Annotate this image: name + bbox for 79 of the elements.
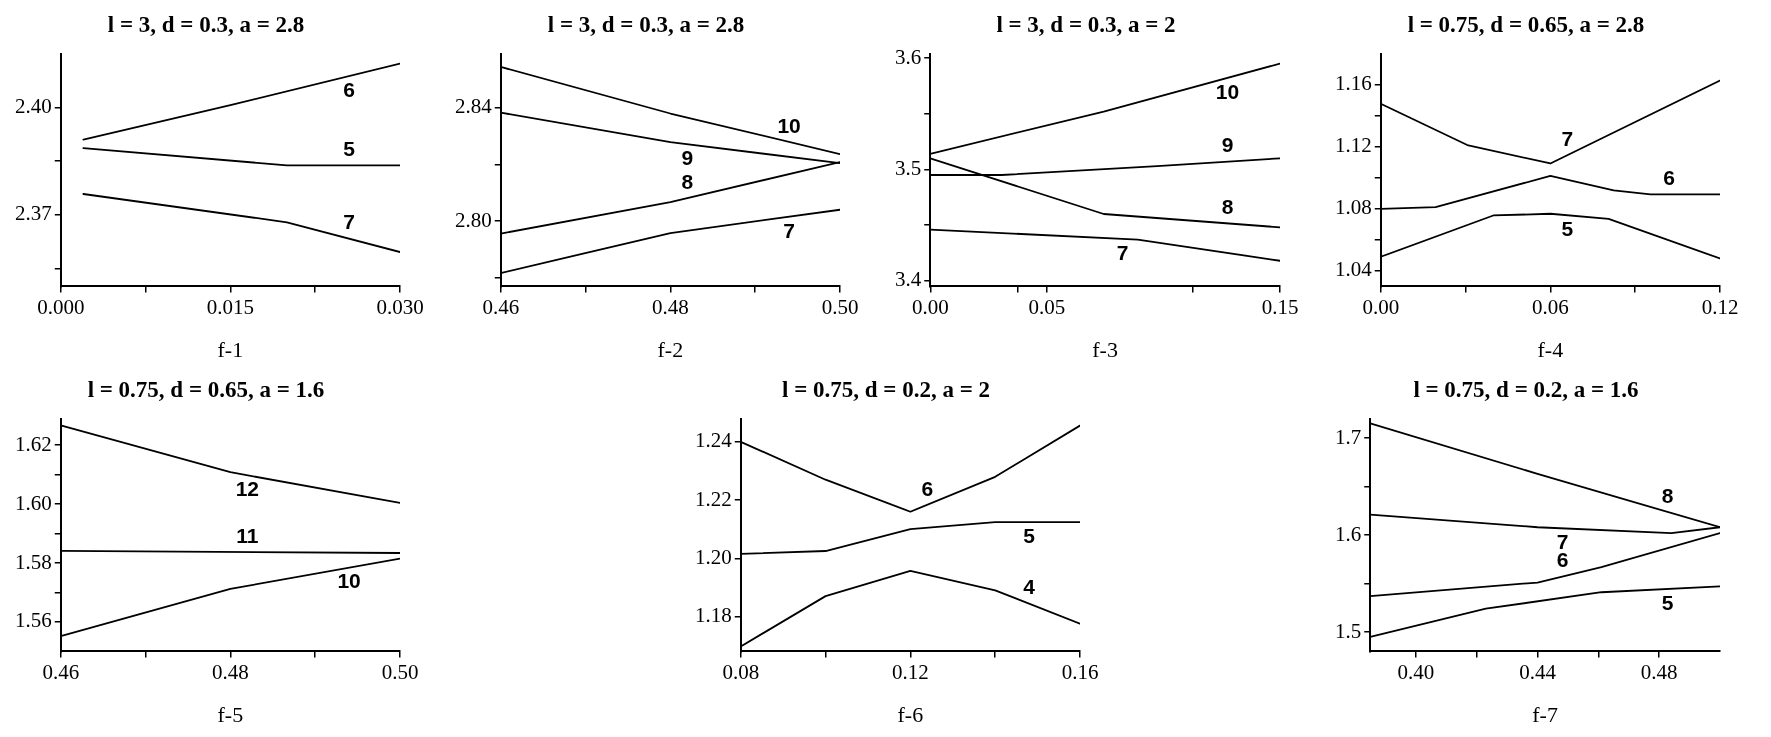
series-label: 12 xyxy=(235,477,260,501)
x-tick-label: 0.44 xyxy=(1519,659,1557,684)
y-tick-label: 2.37 xyxy=(15,201,52,226)
y-tick-label: 2.40 xyxy=(15,93,52,118)
x-tick-label: 0.00 xyxy=(1362,294,1400,319)
x-tick-label: 0.030 xyxy=(376,294,424,319)
y-tick-label: 2.84 xyxy=(455,94,493,119)
x-tick-label: 0.12 xyxy=(892,659,929,684)
y-tick-label: 1.16 xyxy=(1335,71,1372,96)
y-tick-label: 1.6 xyxy=(1335,521,1362,546)
series-label: 6 xyxy=(921,476,934,500)
x-axis-title: f-7 xyxy=(1532,701,1558,727)
series-label: 8 xyxy=(1221,195,1234,219)
y-tick-label: 1.18 xyxy=(695,603,732,627)
series-label: 5 xyxy=(1561,217,1574,241)
y-tick-label: 1.12 xyxy=(1335,133,1372,158)
chart-title: l = 3, d = 0.3, a = 2 xyxy=(996,11,1176,37)
y-tick-label: 1.62 xyxy=(15,431,52,456)
x-tick-label: 0.15 xyxy=(1261,294,1299,319)
x-tick-label: 0.000 xyxy=(37,294,85,319)
y-tick-label: 2.80 xyxy=(455,207,492,232)
series-label: 6 xyxy=(343,77,355,101)
x-tick-label: 0.48 xyxy=(652,294,689,319)
y-tick-label: 1.24 xyxy=(695,428,733,453)
x-tick-label: 0.08 xyxy=(722,659,760,684)
x-tick-label: 0.46 xyxy=(482,294,520,319)
x-tick-label: 0.50 xyxy=(821,294,859,319)
x-axis-title: f-2 xyxy=(657,336,684,362)
y-tick-label: 1.56 xyxy=(15,608,52,633)
series-label: 7 xyxy=(1116,240,1129,264)
x-tick-label: 0.00 xyxy=(911,294,949,319)
x-tick-label: 0.48 xyxy=(212,659,249,684)
series-label: 4 xyxy=(1023,575,1036,599)
chart-title: l = 0.75, d = 0.65, a = 2.8 xyxy=(1407,11,1645,37)
y-tick-label: 1.04 xyxy=(1335,257,1373,282)
y-tick-label: 1.7 xyxy=(1335,424,1362,449)
series-label: 7 xyxy=(783,218,795,242)
y-tick-label: 1.22 xyxy=(695,486,732,511)
series-label: 5 xyxy=(343,137,356,161)
series-label: 9 xyxy=(1221,133,1234,157)
chart-title: l = 3, d = 0.3, a = 2.8 xyxy=(107,11,305,37)
x-tick-label: 0.48 xyxy=(1640,659,1678,684)
x-tick-label: 0.46 xyxy=(42,659,80,684)
series-label: 10 xyxy=(1215,79,1240,103)
x-axis-title: f-5 xyxy=(217,701,244,727)
chart-title: l = 0.75, d = 0.2, a = 2 xyxy=(782,376,990,402)
x-tick-label: 0.12 xyxy=(1701,294,1739,319)
y-tick-label: 3.4 xyxy=(895,267,922,292)
series-label: 8 xyxy=(681,169,694,193)
x-tick-label: 0.05 xyxy=(1028,294,1066,319)
x-tick-label: 0.40 xyxy=(1397,659,1435,684)
y-tick-label: 1.5 xyxy=(1335,618,1362,643)
chart-title: l = 0.75, d = 0.65, a = 1.6 xyxy=(87,376,325,402)
y-tick-label: 3.6 xyxy=(895,44,922,69)
series-label: 5 xyxy=(1023,523,1036,547)
x-axis-title: f-1 xyxy=(217,336,244,362)
series-label: 11 xyxy=(236,523,259,547)
series-label: 8 xyxy=(1661,483,1674,507)
y-tick-label: 1.58 xyxy=(15,549,52,574)
series-label: 6 xyxy=(1663,166,1675,190)
series-label: 7 xyxy=(343,210,355,234)
x-tick-label: 0.06 xyxy=(1532,294,1569,319)
chart-title: l = 3, d = 0.3, a = 2.8 xyxy=(547,11,745,37)
x-axis-title: f-6 xyxy=(897,701,924,727)
x-tick-label: 0.015 xyxy=(206,294,254,319)
x-tick-label: 0.16 xyxy=(1061,659,1099,684)
x-axis-title: f-4 xyxy=(1537,336,1564,362)
x-axis-title: f-3 xyxy=(1092,336,1118,362)
y-tick-label: 1.08 xyxy=(1335,195,1372,220)
chart-title: l = 0.75, d = 0.2, a = 1.6 xyxy=(1413,376,1639,402)
series-label: 9 xyxy=(681,146,694,170)
series-label: 10 xyxy=(777,113,801,137)
series-label: 5 xyxy=(1661,590,1674,614)
y-tick-label: 1.20 xyxy=(695,544,732,569)
y-tick-label: 1.60 xyxy=(15,490,52,515)
y-tick-label: 3.5 xyxy=(895,155,922,180)
x-tick-label: 0.50 xyxy=(381,659,419,684)
series-label: 10 xyxy=(337,569,361,593)
series-label: 7 xyxy=(1561,126,1574,150)
